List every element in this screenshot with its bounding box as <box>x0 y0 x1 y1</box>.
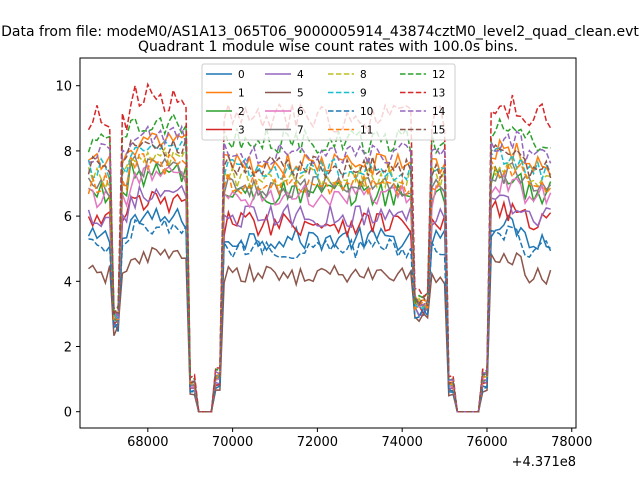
legend-label-7: 7 <box>297 125 304 137</box>
legend-box <box>201 63 456 141</box>
legend-label-10: 10 <box>360 106 373 118</box>
x-tick-label: 72000 <box>297 435 338 450</box>
x-tick-label: 74000 <box>382 435 423 450</box>
chart-title: Quadrant 1 module wise count rates with … <box>138 39 518 55</box>
series-line-15 <box>87 138 552 413</box>
y-tick-label: 8 <box>64 145 72 160</box>
legend-label-0: 0 <box>238 69 245 81</box>
legend-label-11: 11 <box>360 125 373 137</box>
series-line-8 <box>87 146 551 413</box>
legend-label-4: 4 <box>297 69 304 81</box>
x-tick-label: 76000 <box>466 435 507 450</box>
x-tick-label: 70000 <box>212 435 253 450</box>
legend-label-3: 3 <box>238 125 245 137</box>
x-tick-label: 68000 <box>127 435 168 450</box>
y-tick-label: 6 <box>64 210 72 225</box>
legend-label-1: 1 <box>238 88 245 100</box>
legend-label-15: 15 <box>432 125 445 137</box>
y-tick-label: 10 <box>55 80 72 95</box>
legend-label-2: 2 <box>238 106 245 118</box>
legend-label-14: 14 <box>432 106 446 118</box>
legend-label-13: 13 <box>432 88 445 100</box>
x-axis-offset-label: +4.371e8 <box>512 455 576 470</box>
series-line-14 <box>88 124 552 413</box>
y-tick-label: 4 <box>64 275 72 290</box>
x-tick-label: 78000 <box>551 435 592 450</box>
legend-label-9: 9 <box>360 88 367 100</box>
series-line-12 <box>87 112 551 413</box>
chart-suptitle: Data from file: modeM0/AS1A13_065T06_900… <box>1 24 639 40</box>
legend-label-8: 8 <box>360 69 367 81</box>
legend-label-6: 6 <box>297 106 304 118</box>
y-axis: 0 2 4 6 8 10 <box>55 80 80 421</box>
series-group <box>87 82 552 413</box>
legend-label-12: 12 <box>432 69 445 81</box>
y-tick-label: 0 <box>64 406 72 421</box>
x-axis: 68000 70000 72000 74000 76000 78000 <box>127 428 592 450</box>
plot-frame <box>79 57 577 429</box>
legend-label-5: 5 <box>297 88 304 100</box>
y-tick-label: 2 <box>64 341 72 356</box>
